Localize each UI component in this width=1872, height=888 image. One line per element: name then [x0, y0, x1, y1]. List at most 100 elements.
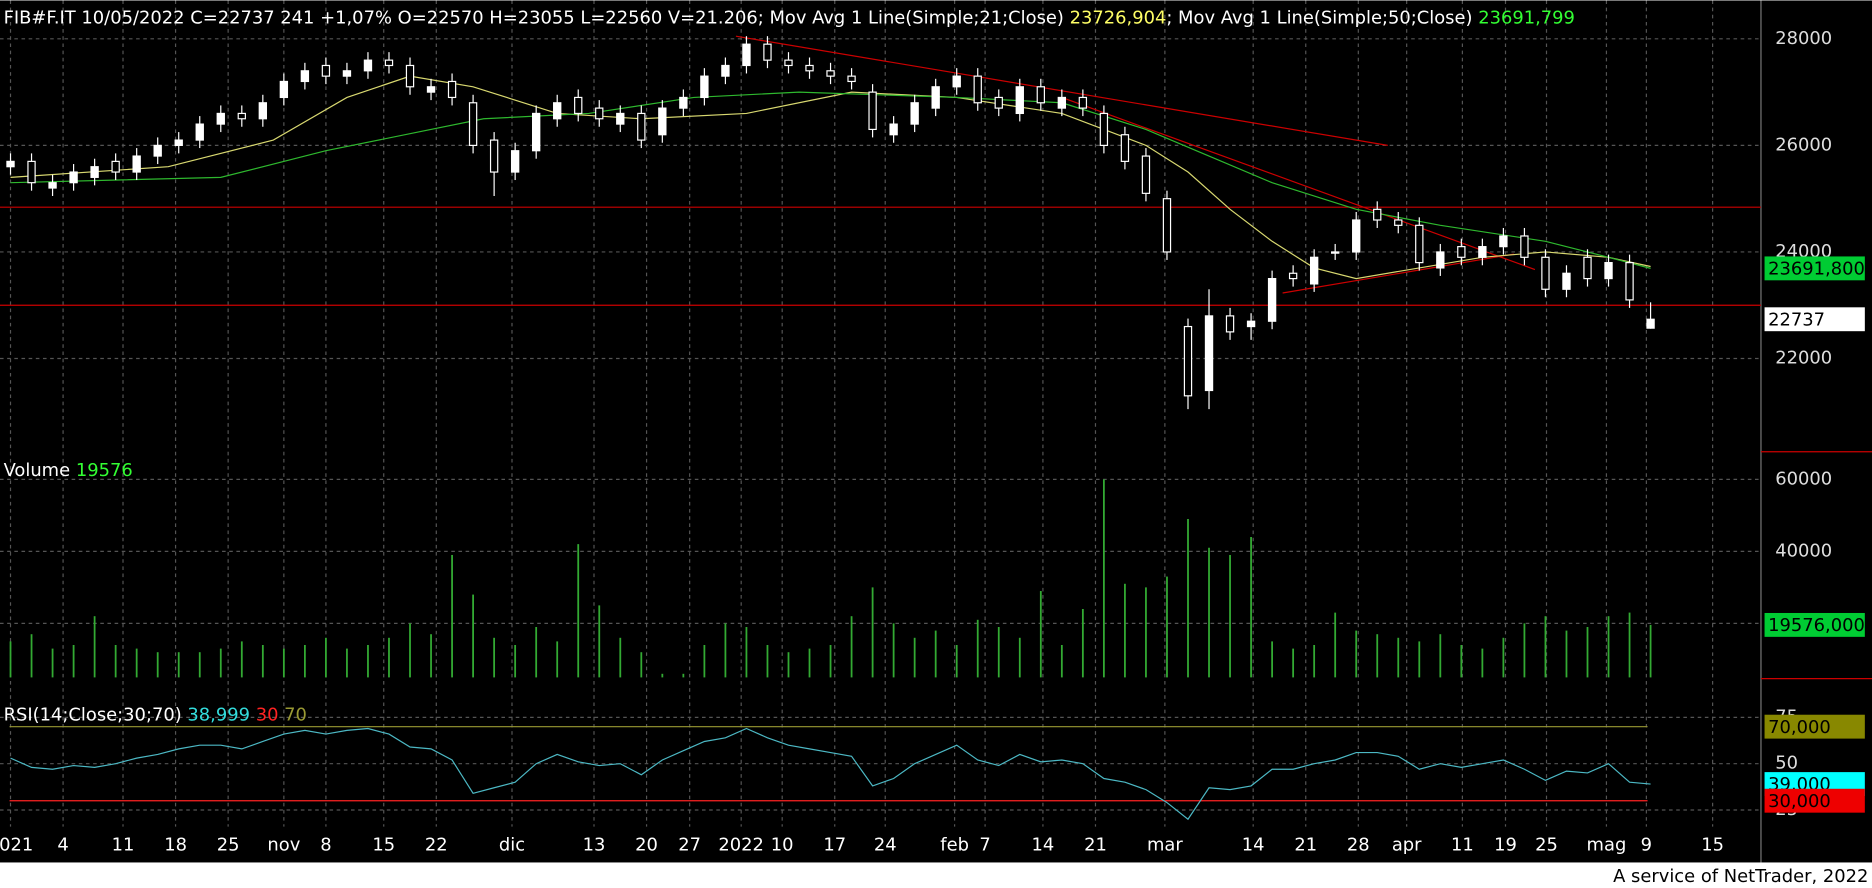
candle-body	[237, 112, 246, 120]
candle-body	[1415, 224, 1424, 264]
candle-body	[363, 59, 373, 72]
y-tick-label: 22000	[1775, 348, 1832, 369]
x-tick-label: 22	[425, 835, 448, 856]
candle-body	[111, 160, 120, 173]
level-label: 30	[256, 705, 279, 726]
candle-body	[1288, 272, 1298, 280]
x-tick-label: 20	[635, 835, 658, 856]
trend-line	[1282, 253, 1515, 294]
candle-body	[658, 107, 667, 136]
candle-body	[48, 182, 57, 189]
x-tick-label: mag	[1587, 835, 1627, 856]
candle-body	[574, 96, 583, 115]
candle-body	[868, 91, 877, 131]
candle-body	[321, 64, 331, 77]
candle-body	[1331, 251, 1340, 254]
candle-body	[1162, 198, 1172, 253]
x-tick-label: 10	[771, 835, 794, 856]
candle-body	[1562, 272, 1571, 290]
x-tick-label: 7	[979, 835, 990, 856]
x-tick-label: 19	[1494, 835, 1517, 856]
candle-body	[595, 107, 604, 120]
candle-body	[426, 86, 436, 93]
candle-body	[889, 123, 898, 136]
value-box-label: 22737	[1768, 309, 1825, 330]
panel-title-value: 38,999	[187, 705, 250, 726]
candle-body	[910, 102, 919, 125]
title-part: ; Mov Avg 1 Line(Simple;50;Close)	[1166, 7, 1478, 28]
x-tick-label: 14	[1242, 835, 1265, 856]
candle-body	[153, 144, 162, 157]
candle-body	[174, 139, 183, 146]
grid-layer	[0, 0, 1761, 827]
labels-layer: 2021 4 11 18 25 nov 8 15 22 dic 13 20 27 2022 10 17 24 fe…	[0, 7, 1865, 855]
candle-body	[1267, 278, 1277, 322]
title-part: 23726,904	[1070, 7, 1167, 28]
candle-body	[342, 70, 352, 77]
x-tick-label: 27	[678, 835, 701, 856]
value-box-label: 30,000	[1768, 791, 1831, 812]
candle-body	[847, 75, 856, 83]
candle-body	[1246, 320, 1256, 328]
value-box	[1764, 788, 1865, 813]
value-box	[1764, 256, 1865, 281]
x-tick-label: 14	[1032, 835, 1055, 856]
value-box	[1764, 612, 1865, 637]
x-tick-label: mar	[1147, 835, 1183, 856]
candle-body	[300, 70, 310, 83]
value-box	[1764, 714, 1865, 739]
value-box	[1764, 307, 1865, 332]
candle-body	[216, 112, 225, 125]
x-tick-label: 15	[1701, 835, 1724, 856]
candle-body	[616, 112, 625, 125]
x-tick-label: nov	[267, 835, 300, 856]
trend-line	[1061, 96, 1536, 271]
x-tick-label: 21	[1294, 835, 1317, 856]
candle-body	[279, 80, 289, 99]
candle-body	[405, 64, 415, 88]
candle-body	[1520, 235, 1529, 258]
candle-body	[1541, 256, 1550, 290]
candle-body	[1141, 155, 1151, 194]
candle-body	[700, 75, 709, 99]
candle-body	[1646, 318, 1655, 329]
candle-body	[826, 70, 835, 77]
x-tick-label: apr	[1392, 835, 1422, 856]
candle-body	[1078, 96, 1088, 109]
candle-body	[952, 75, 961, 88]
title-part: ; Mov Avg 1 Line(Simple;21;Close)	[758, 7, 1070, 28]
x-tick-label: 17	[823, 835, 846, 856]
y-tick-label: 28000	[1775, 28, 1832, 49]
x-tick-label: 25	[217, 835, 240, 856]
title-part: FIB#F.IT 10/05/2022 C=22737 241 +1,07% O…	[4, 7, 758, 28]
candle-body	[510, 150, 520, 173]
candle-body	[489, 139, 499, 173]
candle-body	[1583, 256, 1592, 280]
candle-body	[1225, 315, 1235, 333]
candle-body	[27, 160, 36, 184]
y-tick-label: 50	[1775, 753, 1798, 774]
candle-body	[468, 102, 478, 146]
panel-title: RSI(14;Close;30;70) 38,999 30 70	[4, 705, 313, 726]
candle-body	[1457, 246, 1466, 258]
rsi-line	[10, 727, 1651, 821]
candle-body	[195, 123, 204, 141]
candle-body	[973, 75, 982, 104]
candle-body	[1604, 262, 1613, 280]
panel-title: Volume 19576	[4, 460, 139, 481]
candle-body	[1015, 86, 1024, 115]
candle-body	[531, 112, 541, 152]
y-tick-label: 60000	[1775, 468, 1832, 489]
candle-body	[1309, 256, 1319, 285]
candle-body	[447, 80, 457, 99]
candle-body	[90, 166, 99, 178]
panel-title-value: 19576	[76, 460, 133, 481]
candle-body	[1394, 219, 1403, 226]
candle-body	[679, 96, 688, 109]
panel-title-text: Volume	[4, 460, 71, 481]
value-box-label: 23691,800	[1768, 259, 1865, 280]
candle-body	[1373, 208, 1382, 221]
candle-body	[1057, 96, 1067, 109]
